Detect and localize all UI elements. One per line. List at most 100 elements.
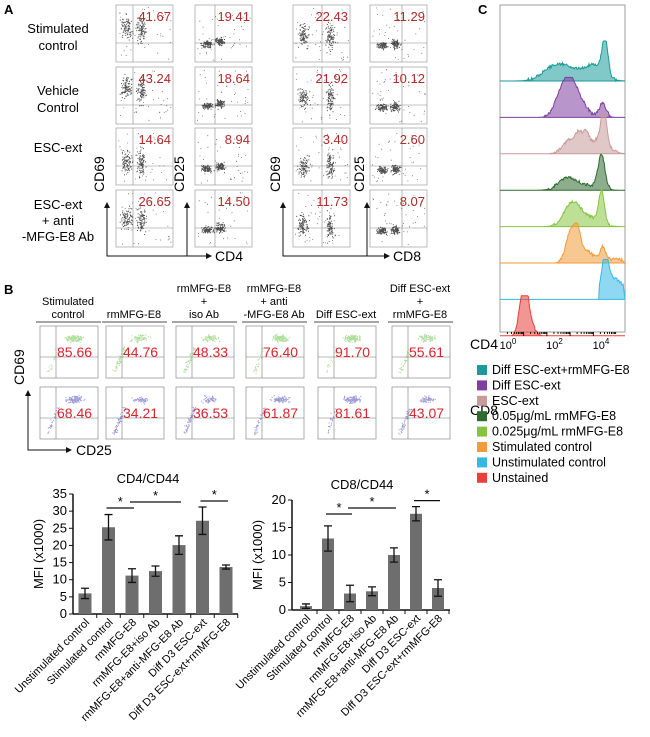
column-header: + [417,296,423,308]
column-header: control [51,309,84,321]
x-axis-label: CD25 [76,442,112,458]
error-bar [175,535,183,555]
column-header: Stimulated [42,296,94,308]
scatter-dots [295,133,348,182]
percent-value: 55.61 [409,344,444,360]
error-bar [324,525,332,552]
y-tick-label: 20 [53,537,67,552]
legend-label: Diff ESC-ext+rmMFG-E8 [492,363,630,377]
column-header: + anti [260,296,287,308]
scatter-plot: 22.43 [292,4,351,63]
panel-a: A Stimulated control 41.67 19.41 22.43 11.29 V… [4,2,428,264]
column-header: -MFG-E8 Ab [243,309,304,321]
x-tick-label: 100 [500,337,517,352]
error-bar [368,586,376,597]
error-bar [390,547,398,563]
density-dots [112,334,152,372]
legend-swatch [477,472,487,483]
significance-star: * [118,494,123,509]
flow-plot: 68.46 [39,386,99,440]
chart-title: CD4/CD44 [117,471,180,486]
bar [432,588,444,610]
arrowhead [104,202,110,208]
tick-base: 10 [500,340,512,352]
density-dots [254,395,291,435]
arrowhead [206,253,212,259]
arrowhead [66,447,72,453]
plot-frame [369,127,428,186]
histogram-curve [500,186,625,228]
y-axis-label: CD69 [91,156,107,192]
y-tick-label: 5 [60,589,67,604]
tick-base: 10 [546,340,558,352]
scatter-plot: 3.40 [292,127,351,186]
legend-swatch [477,442,487,452]
legend-swatch [477,411,487,422]
y-axis-label: MFI (x1000) [250,520,265,590]
axis-line [106,204,210,257]
percent-value: 44.76 [123,344,158,360]
row-label: Stimulated [27,21,88,36]
y-axis-label: CD69 [11,349,27,385]
row-label: + anti [42,213,74,228]
plot-frame [292,127,351,186]
scatter-plot: 14.64 [115,127,174,186]
legend-label: Stimulated control [492,440,592,454]
bar [219,567,233,614]
row-label-cd4: CD4 [470,336,498,352]
density-dots [112,396,148,435]
plot-frame [115,127,174,186]
column-header: Diff ESC-ext [316,309,376,321]
flow-plot: 81.61 [317,386,377,440]
tick-base: 10 [593,340,605,352]
y-tick-label: 25 [53,520,67,535]
tick-exponent: 2 [558,337,563,346]
y-tick-label: 10 [272,547,286,562]
legend-swatch [477,380,487,391]
percent-value: 85.66 [57,344,92,360]
axis-arrows: CD8 CD69 CD25 [267,156,421,264]
scatter-plot: 21.92 [292,66,351,125]
legend-swatch [477,457,487,468]
y-tick-label: 20 [272,492,286,507]
density-dots [398,334,436,374]
scatter-plot: 10.12 [369,66,428,125]
row-label: -MFG-E8 Ab [22,229,94,244]
percent-value: 91.70 [335,344,370,360]
flow-plot: 55.61 [391,325,451,379]
error-bar [412,505,420,522]
flow-plot: 36.53 [175,386,235,440]
row-label: ESC-ext [34,197,83,212]
plot-frame [194,66,253,125]
panel-b-letter: B [4,282,13,297]
density-dots [398,395,436,435]
scatter-dots [119,192,172,245]
percent-value: 14.50 [217,194,250,209]
column-header: + [201,296,207,308]
legend-label: Diff ESC-ext [492,378,561,392]
percent-value: 8.07 [400,194,425,209]
flow-plot: 85.66 [39,325,99,379]
significance-star: * [153,488,158,503]
percent-value: 48.33 [193,344,228,360]
percent-value: 26.65 [138,194,171,209]
scatter-dots [372,7,425,61]
plot-frame [194,189,253,248]
scatter-dots [118,133,167,182]
arrowhead [184,202,190,208]
error-bar [434,579,442,597]
histogram-curve [500,222,627,264]
legend-label: Unstimulated control [492,455,606,469]
scatter-plot: 8.94 [194,127,253,186]
axis-arrows: CD4 CD69 CD25 [91,156,243,264]
density-dots [183,334,221,374]
flow-plot: 61.87 [245,386,305,440]
y-tick-label: 30 [53,503,67,518]
percent-value: 11.29 [393,9,425,24]
significance-star: * [369,494,374,509]
percent-value: 3.40 [323,132,348,147]
error-bar [222,564,230,570]
legend-label: Unstained [492,471,548,485]
arrowhead [280,202,286,208]
